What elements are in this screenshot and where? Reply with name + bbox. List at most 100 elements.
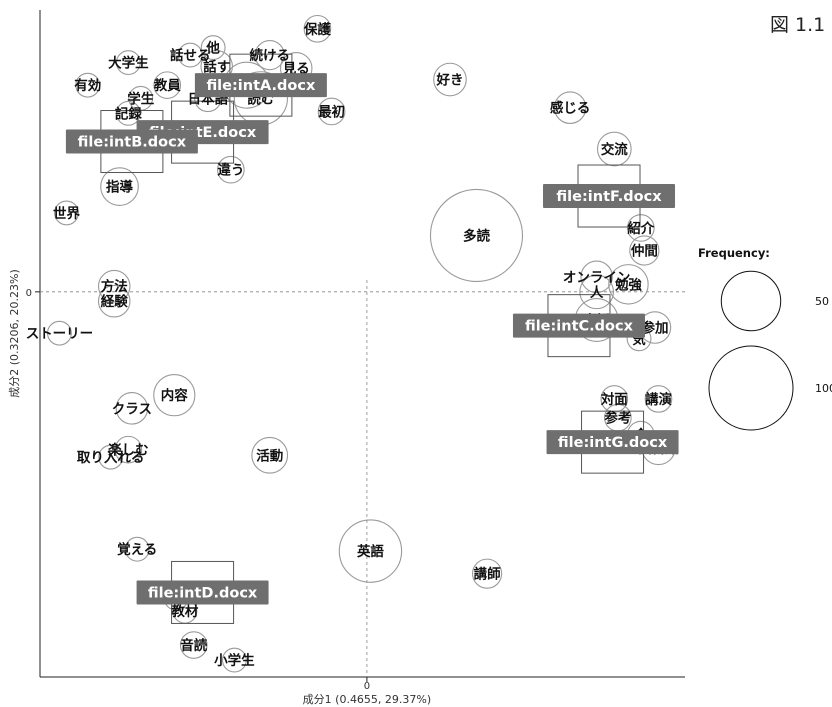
document-label-text: file:intC.docx (525, 319, 634, 335)
legend-value: 100 (815, 382, 832, 395)
bubble-layer (47, 14, 676, 673)
word-label: 紹介 (627, 220, 655, 237)
word-label: 人 (590, 285, 604, 301)
word-label-layer: 保護他話せる続ける大学生話す見る好き有効教員使う学生日本語読む記録最初感じる交流… (26, 21, 679, 669)
word-bubble (579, 274, 614, 310)
word-bubble (580, 260, 613, 294)
legend-value: 50 (815, 295, 829, 308)
word-label: 参加 (641, 320, 668, 337)
word-label: 大学生 (108, 55, 149, 72)
word-bubble (254, 39, 285, 71)
word-label: 取り入れる (77, 450, 145, 466)
y-axis-title: 成分2 (0.3206, 20.23%) (8, 269, 21, 398)
word-label: 交流 (601, 141, 629, 158)
word-bubble (115, 392, 149, 425)
word-label: 講演 (645, 391, 673, 408)
figure-label: 図 1.1 (770, 14, 826, 36)
word-bubble (251, 436, 289, 474)
word-label: クラス (112, 401, 152, 417)
word-bubble (54, 200, 79, 226)
word-label: ストーリー (26, 326, 94, 342)
word-bubble (114, 435, 143, 464)
legend-bubble (708, 345, 794, 431)
word-label: 保護 (303, 21, 331, 38)
word-label: 音読 (180, 637, 207, 654)
word-bubble (115, 50, 141, 76)
word-label: 続ける (249, 47, 290, 64)
word-bubble (100, 167, 139, 206)
word-label: 英語 (356, 543, 384, 560)
word-label: 覚える (117, 541, 157, 558)
word-bubble (317, 97, 346, 126)
word-bubble (338, 519, 403, 583)
document-label-layer: file:intA.docxfile:intE.docxfile:intB.do… (65, 73, 679, 605)
word-label: 話す (203, 58, 230, 75)
document-label-text: file:intD.docx (148, 585, 258, 601)
word-bubble (596, 131, 632, 167)
document-label: file:intD.docx (136, 580, 269, 605)
word-label: オンライン (563, 270, 631, 286)
word-label: 活動 (256, 447, 283, 464)
word-bubble (97, 269, 131, 303)
document-label: file:intC.docx (512, 313, 645, 338)
word-label: 最初 (318, 103, 345, 120)
word-label: 学生 (127, 90, 154, 107)
word-bubble (47, 320, 72, 346)
word-bubble (115, 100, 141, 126)
word-bubble (221, 647, 247, 673)
document-label: file:intF.docx (543, 184, 676, 209)
document-label-background (543, 184, 676, 209)
word-label: 勉強 (614, 276, 643, 293)
word-bubble (600, 385, 629, 413)
word-label: 方法 (101, 278, 128, 295)
word-label: 内容 (161, 387, 188, 404)
word-label: 感じる (550, 100, 591, 117)
document-label-text: file:intB.docx (78, 135, 187, 151)
word-label: 他 (205, 40, 220, 57)
word-label: 参考 (604, 410, 631, 427)
word-label: 有効 (74, 77, 101, 94)
document-label-background (136, 580, 269, 605)
word-label: 仲間 (631, 242, 658, 259)
word-bubble (177, 42, 203, 68)
word-label: 記録 (115, 105, 142, 122)
word-label: 多読 (463, 227, 490, 244)
word-bubble (153, 71, 182, 99)
document-label-text: file:intA.docx (206, 78, 316, 94)
word-bubble (75, 72, 101, 98)
word-bubble (200, 35, 226, 61)
word-bubble (303, 14, 332, 43)
word-bubble (629, 235, 660, 266)
document-label-background (194, 73, 327, 98)
x-axis-title: 成分1 (0.4655, 29.37%) (303, 693, 432, 706)
word-label: 好き (435, 72, 463, 89)
legend-title: Frequency: (698, 246, 770, 260)
word-bubble (644, 385, 673, 413)
word-bubble (179, 631, 208, 659)
word-bubble (124, 536, 150, 562)
y-tick-label: 0 (26, 288, 32, 299)
word-label: 違う (217, 162, 244, 179)
document-label: file:intG.docx (546, 430, 679, 455)
word-label: 講師 (474, 566, 501, 583)
word-bubble (98, 444, 124, 470)
word-bubble (429, 188, 524, 283)
word-bubble (97, 284, 131, 318)
word-label: 経験 (101, 293, 128, 310)
word-label: 対面 (600, 391, 629, 408)
word-bubble (433, 62, 467, 97)
word-bubble (608, 264, 649, 305)
document-label: file:intB.docx (65, 129, 198, 154)
document-label-background (512, 313, 645, 338)
word-bubble (153, 374, 196, 417)
word-bubble (217, 155, 245, 184)
word-label: 指導 (106, 179, 133, 196)
word-label: 教材 (171, 603, 198, 620)
document-label-background (65, 129, 198, 154)
word-label: 小学生 (214, 652, 255, 669)
word-label: 教員 (154, 77, 181, 94)
word-bubble (471, 558, 503, 589)
word-bubble (626, 214, 655, 242)
